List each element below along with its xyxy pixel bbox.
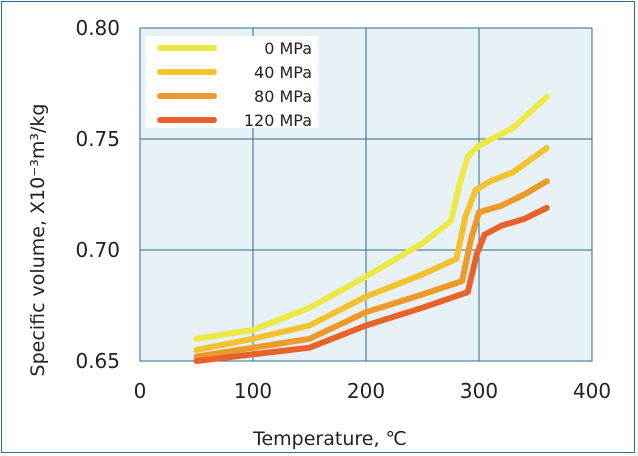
series-line-3 [193,204,550,364]
series-line-2 [193,178,550,360]
legend: 0 MPa 40 MPa 80 MPa 120 MPa [157,39,312,130]
legend-label-1: 40 MPa [254,63,312,82]
x-axis-ticks: 0 100 200 300 400 [134,379,611,403]
series-lines [193,93,550,364]
x-tick-label-0: 0 [134,379,147,403]
y-tick-label-0: 0.65 [75,349,120,373]
y-tick-label-3: 0.80 [75,16,120,40]
x-tick-label-2: 200 [347,379,385,403]
series-line-1 [193,144,550,353]
legend-label-0: 0 MPa [264,39,312,58]
legend-label-2: 80 MPa [254,87,312,106]
y-tick-label-2: 0.75 [75,127,120,151]
x-axis-label: Temperature, ℃ [252,428,407,450]
y-axis-ticks: 0.65 0.70 0.75 0.80 [75,16,120,373]
legend-label-3: 120 MPa [244,111,312,130]
y-axis-label: Specific volume, X10⁻³m³/kg [27,104,49,377]
series-line-0 [193,93,550,342]
legend-box [146,36,318,128]
x-tick-label-3: 300 [460,379,498,403]
y-tick-label-1: 0.70 [75,238,120,262]
x-tick-label-1: 100 [234,379,272,403]
x-tick-label-4: 400 [573,379,611,403]
